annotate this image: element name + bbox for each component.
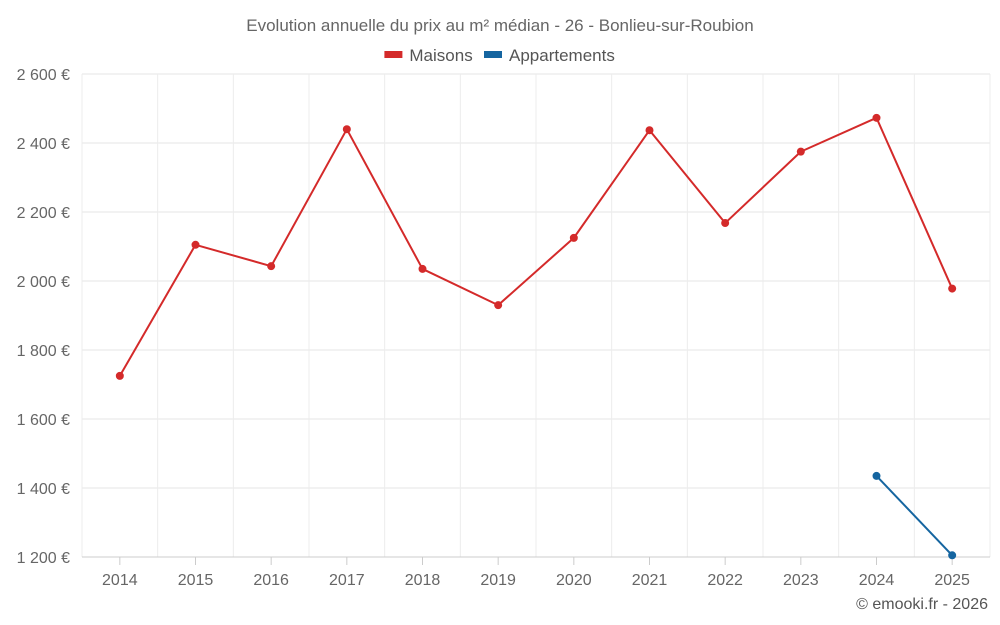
credit-text: © emooki.fr - 2026 [856,596,988,613]
y-tick-label: 2 400 € [17,136,70,153]
chart-title: Evolution annuelle du prix au m² médian … [246,16,753,35]
x-tick-label: 2024 [859,572,895,589]
y-tick-label: 2 000 € [17,274,70,291]
legend-swatch-maisons [384,51,403,58]
data-point-maisons[interactable] [645,126,654,135]
y-tick-label: 1 200 € [17,550,70,567]
x-tick-label: 2019 [480,572,516,589]
x-tick-label: 2021 [632,572,668,589]
data-point-maisons[interactable] [191,240,200,249]
x-tick-label: 2017 [329,572,365,589]
data-point-appartements[interactable] [872,471,881,480]
x-tick-label: 2014 [102,572,138,589]
series-layer [115,113,957,560]
legend-swatch-appartements [484,51,502,58]
series-line-maisons [118,116,954,377]
x-tick-label: 2018 [405,572,441,589]
legend-label-maisons[interactable]: Maisons [409,46,472,65]
data-point-maisons[interactable] [494,301,503,310]
y-tick-label: 2 200 € [17,205,70,222]
legend: Maisons Appartements [384,46,615,65]
data-point-maisons[interactable] [948,284,957,293]
x-tick-label: 2023 [783,572,819,589]
data-point-maisons[interactable] [796,147,805,156]
y-tick-label: 2 600 € [17,67,70,84]
x-tick-label: 2015 [178,572,214,589]
data-point-maisons[interactable] [267,262,276,271]
data-point-maisons[interactable] [872,113,881,122]
data-point-maisons[interactable] [721,219,730,228]
x-tick-label: 2020 [556,572,592,589]
x-tick-label: 2022 [707,572,743,589]
legend-label-appartements[interactable]: Appartements [509,46,615,65]
x-tick-label: 2016 [253,572,289,589]
y-tick-label: 1 400 € [17,481,70,498]
y-tick-label: 1 600 € [17,412,70,429]
grid [81,73,991,558]
data-point-maisons[interactable] [418,264,427,273]
data-point-maisons[interactable] [342,125,351,134]
y-tick-label: 1 800 € [17,343,70,360]
series-line-appartements [875,475,953,556]
y-axis: 1 200 € 1 400 € 1 600 € 1 800 € 2 000 € 2 200… [17,67,70,567]
x-tick-label: 2025 [934,572,970,589]
data-point-maisons[interactable] [569,233,578,242]
x-axis: 2014 2015 2016 2017 2018 2019 2020 2021 2022 2023… [82,556,990,589]
data-point-maisons[interactable] [115,371,124,380]
data-point-appartements[interactable] [948,551,957,560]
